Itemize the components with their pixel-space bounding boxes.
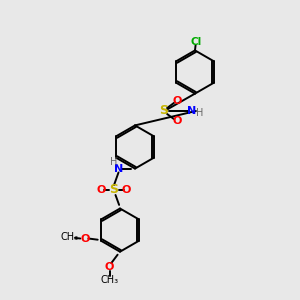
Text: H: H (110, 157, 118, 167)
Text: O: O (80, 233, 89, 244)
Text: N: N (114, 164, 123, 174)
Text: CH₃: CH₃ (60, 232, 78, 242)
Text: O: O (97, 184, 106, 195)
Text: S: S (110, 183, 118, 196)
Text: S: S (159, 104, 168, 118)
Text: O: O (172, 116, 182, 127)
Text: CH₃: CH₃ (100, 275, 118, 285)
Text: O: O (122, 184, 131, 195)
Text: H: H (196, 108, 203, 118)
Text: O: O (105, 262, 114, 272)
Text: Cl: Cl (191, 37, 202, 47)
Text: O: O (172, 95, 182, 106)
Text: N: N (188, 106, 196, 116)
